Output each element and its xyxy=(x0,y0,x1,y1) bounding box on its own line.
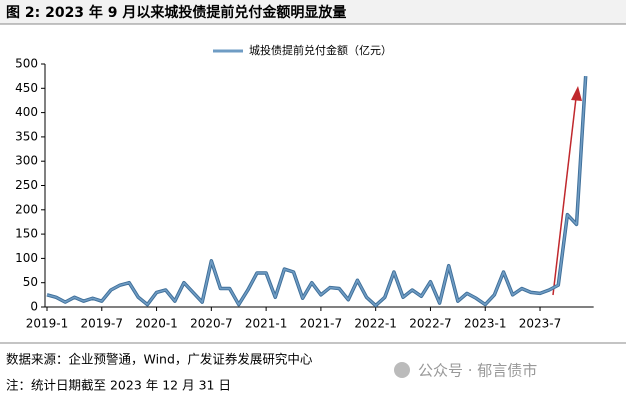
x-tick-label: 2019-7 xyxy=(81,317,124,331)
y-tick-label: 0 xyxy=(30,300,38,314)
legend-label: 城投债提前兑付金额（亿元） xyxy=(249,43,392,57)
y-tick-label: 250 xyxy=(15,178,38,192)
y-tick-label: 500 xyxy=(15,57,38,71)
title-bar xyxy=(0,0,626,24)
note: 注：统计日期截至 2023 年 12 月 31 日 xyxy=(6,378,231,393)
x-tick-label: 2020-7 xyxy=(190,317,233,331)
y-tick-label: 400 xyxy=(15,105,38,119)
source: 数据来源：企业预警通，Wind，广发证券发展研究中心 xyxy=(6,352,313,367)
x-tick-label: 2021-7 xyxy=(300,317,343,331)
x-tick-label: 2019-1 xyxy=(26,317,69,331)
series-line xyxy=(46,76,587,307)
y-tick-label: 50 xyxy=(23,275,38,289)
y-tick-label: 350 xyxy=(15,129,38,143)
chart-title: 图 2: 2023 年 9 月以来城投债提前兑付金额明显放量 xyxy=(6,4,346,21)
y-tick-label: 300 xyxy=(15,154,38,168)
x-tick-label: 2020-1 xyxy=(135,317,178,331)
x-tick-label: 2023-1 xyxy=(464,317,507,331)
watermark-icon xyxy=(394,362,410,378)
y-tick-label: 450 xyxy=(15,81,38,95)
x-tick-label: 2023-7 xyxy=(519,317,562,331)
watermark: 公众号 · 郁言债市 xyxy=(418,362,537,380)
y-tick-label: 100 xyxy=(15,251,38,265)
x-tick-label: 2022-7 xyxy=(409,317,452,331)
line-outline xyxy=(46,76,588,308)
x-tick-label: 2021-1 xyxy=(245,317,288,331)
arrow-head xyxy=(571,86,582,101)
y-tick-label: 150 xyxy=(15,227,38,241)
annotation-arrow xyxy=(552,97,577,296)
y-tick-label: 200 xyxy=(15,202,38,216)
x-tick-label: 2022-1 xyxy=(354,317,397,331)
